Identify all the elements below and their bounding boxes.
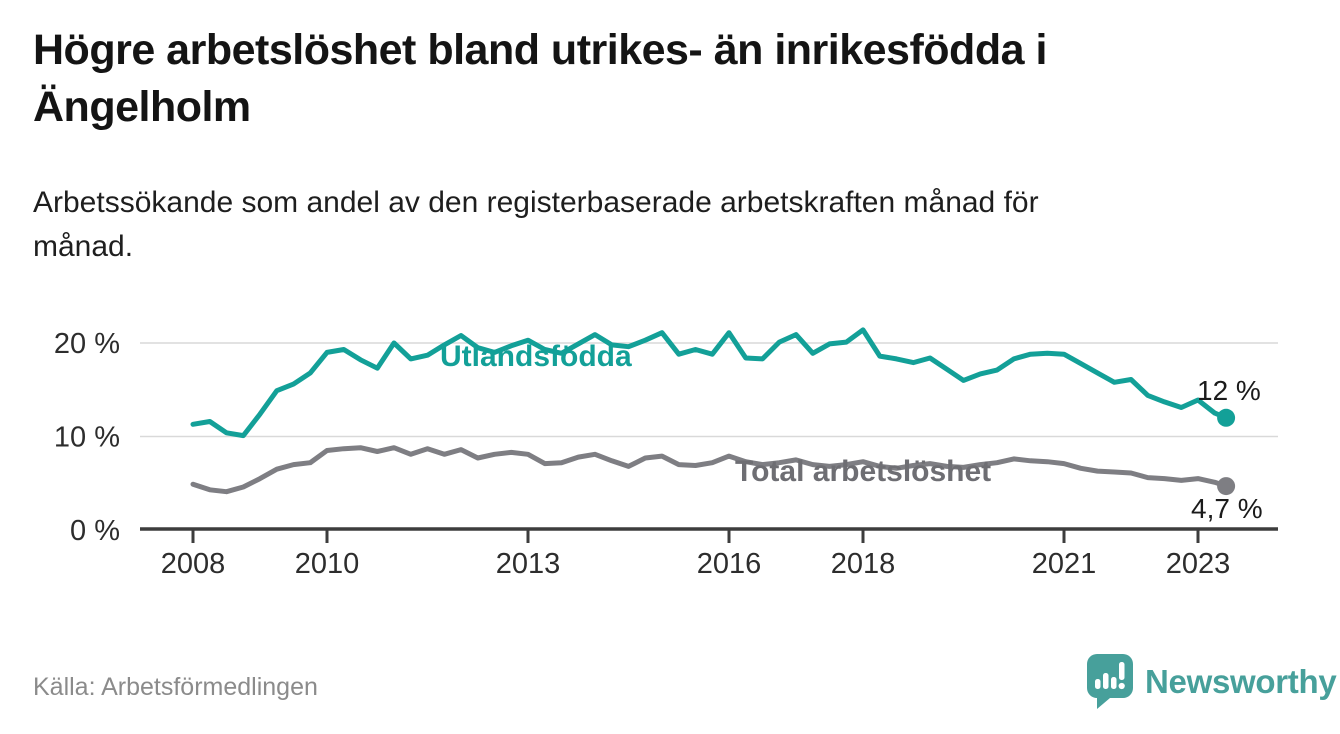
newsworthy-logo-text: Newsworthy <box>1145 663 1337 700</box>
series-line-total-arbetsl-shet <box>190 445 1229 495</box>
series-end-dot-utlandsf-dda <box>1217 408 1236 427</box>
newsworthy-logo: Newsworthy <box>1086 653 1337 711</box>
page-title: Högre arbetslöshet bland utrikes- än inr… <box>33 26 1047 131</box>
x-tick-label-2013: 2013 <box>496 548 561 580</box>
chart-subtitle: Arbetssökande som andel av den registerb… <box>33 186 1039 263</box>
source-note: Källa: Arbetsförmedlingen <box>33 673 318 701</box>
newsworthy-logo-icon <box>1087 654 1133 709</box>
y-tick-label-0: 0 % <box>70 515 120 547</box>
x-tick-label-2018: 2018 <box>831 548 896 580</box>
y-tick-label-20: 20 % <box>54 328 120 360</box>
end-value-label-utlandsfodda: 12 % <box>1197 375 1261 406</box>
series-label-utlandsfodda: Utlandsfödda <box>440 340 632 373</box>
series-label-total-arbetsloshet: Total arbetslöshet <box>735 455 992 488</box>
x-tick-label-2016: 2016 <box>697 548 762 580</box>
x-tick-label-2008: 2008 <box>161 548 226 580</box>
x-tick-label-2021: 2021 <box>1032 548 1097 580</box>
series-line-utlandsf-dda <box>190 327 1229 439</box>
x-tick-label-2010: 2010 <box>295 548 360 580</box>
end-value-label-total: 4,7 % <box>1191 493 1263 524</box>
series-end-dot-total-arbetsl-shet <box>1217 477 1236 496</box>
x-tick-label-2023: 2023 <box>1166 548 1231 580</box>
y-tick-label-10: 10 % <box>54 422 120 454</box>
